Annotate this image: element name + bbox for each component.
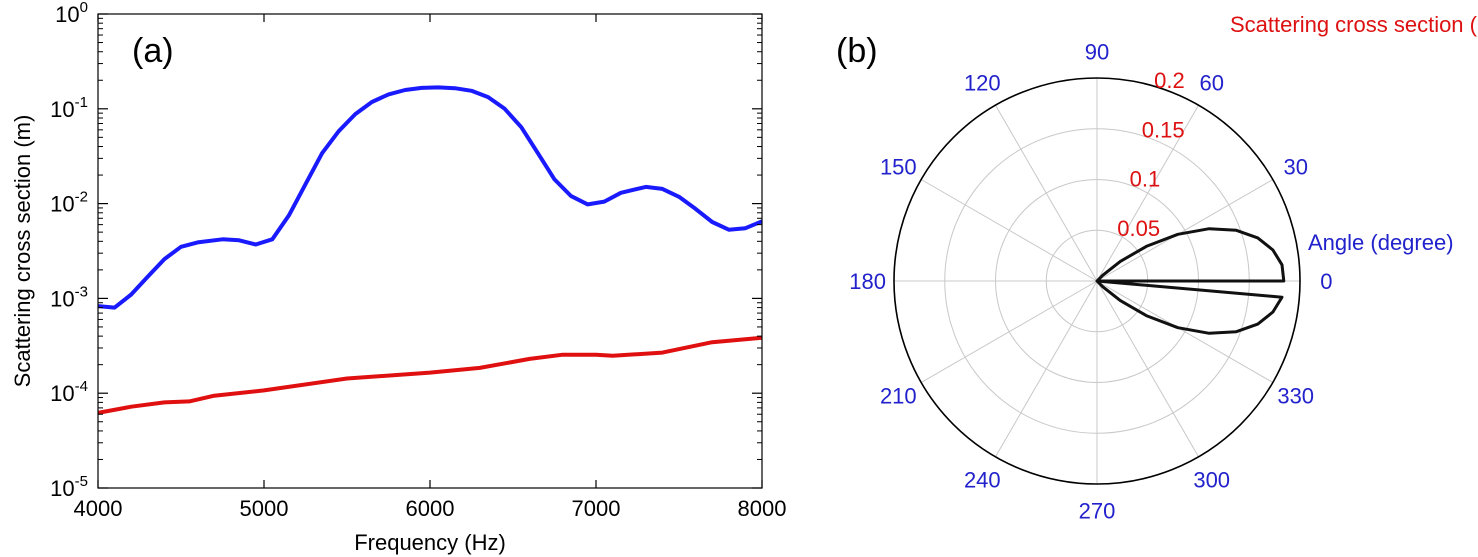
y-tick-label: 10-3 xyxy=(50,283,88,311)
panel-b-polar-chart: (b) 03060901201501802102402703003300.050… xyxy=(836,12,1478,523)
panel-b-series-1-lobe xyxy=(1095,227,1286,335)
panel-a-x-axis-title: Frequency (Hz) xyxy=(354,530,506,555)
radial-tick-label: 0.2 xyxy=(1154,68,1185,93)
y-tick-label: 100 xyxy=(55,0,88,27)
panel-a-y-axis-title: Scattering cross section (m) xyxy=(10,115,35,388)
angle-tick-label: 90 xyxy=(1085,40,1109,65)
panel-a-series-group xyxy=(97,85,763,415)
radial-tick-label: 0.15 xyxy=(1142,117,1185,142)
angular-grid-spoke xyxy=(995,104,1098,282)
y-tick-label: 10-4 xyxy=(50,378,88,406)
x-tick-label: 5000 xyxy=(240,496,289,521)
panel-b-tick-labels: 0 30 60 90 120 150 180 210 240 270 300 330 0.05 0.1 0.… xyxy=(849,40,1332,524)
panel-b-angle-axis-title: Angle (degree) xyxy=(1308,230,1454,255)
y-tick-label: 10-5 xyxy=(50,473,88,501)
angle-tick-label: 300 xyxy=(1193,468,1230,493)
angular-grid-spoke xyxy=(1096,280,1274,383)
panel-b-label: (b) xyxy=(836,32,878,70)
panel-a-series-2-line xyxy=(97,335,763,415)
angular-grid-spoke xyxy=(1096,280,1199,458)
panel-b-polar-grid xyxy=(893,77,1301,485)
x-tick-label: 6000 xyxy=(406,496,455,521)
panel-a-series-1-line xyxy=(97,85,763,310)
angle-tick-label: 0 xyxy=(1320,269,1332,294)
angle-tick-label: 180 xyxy=(849,269,886,294)
panel-a-line-chart: 4000 5000 6000 7000 8000 10-5 10-4 10-3 10-2 10-1… xyxy=(10,0,786,555)
panel-a-axis-ticks: 4000 5000 6000 7000 8000 10-5 10-4 10-3 10-2 10-1… xyxy=(50,0,786,521)
angular-grid-spoke xyxy=(920,280,1098,383)
angle-tick-label: 60 xyxy=(1199,70,1223,95)
x-tick-label: 8000 xyxy=(738,496,787,521)
angle-tick-label: 210 xyxy=(880,384,917,409)
panel-b-series-group xyxy=(1095,227,1286,335)
polar-outer-circle xyxy=(893,77,1301,485)
angle-tick-label: 120 xyxy=(964,70,1001,95)
x-tick-label: 7000 xyxy=(572,496,621,521)
angle-tick-label: 270 xyxy=(1079,498,1116,523)
angular-grid-spoke xyxy=(920,179,1098,282)
panel-a-plot-frame xyxy=(97,13,763,489)
panel-a-label: (a) xyxy=(132,32,174,70)
radial-tick-label: 0.05 xyxy=(1117,216,1160,241)
angle-tick-label: 150 xyxy=(880,154,917,179)
angular-grid-spoke xyxy=(1096,104,1199,282)
angular-grid-spoke xyxy=(1096,179,1274,282)
panel-b-radial-axis-title: Scattering cross section (m) xyxy=(1230,12,1478,37)
y-tick-label: 10-1 xyxy=(50,94,88,122)
angle-tick-label: 240 xyxy=(964,468,1001,493)
radial-tick-label: 0.1 xyxy=(1130,167,1161,192)
x-tick-label: 4000 xyxy=(74,496,123,521)
angle-tick-label: 330 xyxy=(1277,384,1314,409)
angular-grid-spoke xyxy=(995,280,1098,458)
y-tick-label: 10-2 xyxy=(50,189,88,217)
angle-tick-label: 30 xyxy=(1283,154,1307,179)
